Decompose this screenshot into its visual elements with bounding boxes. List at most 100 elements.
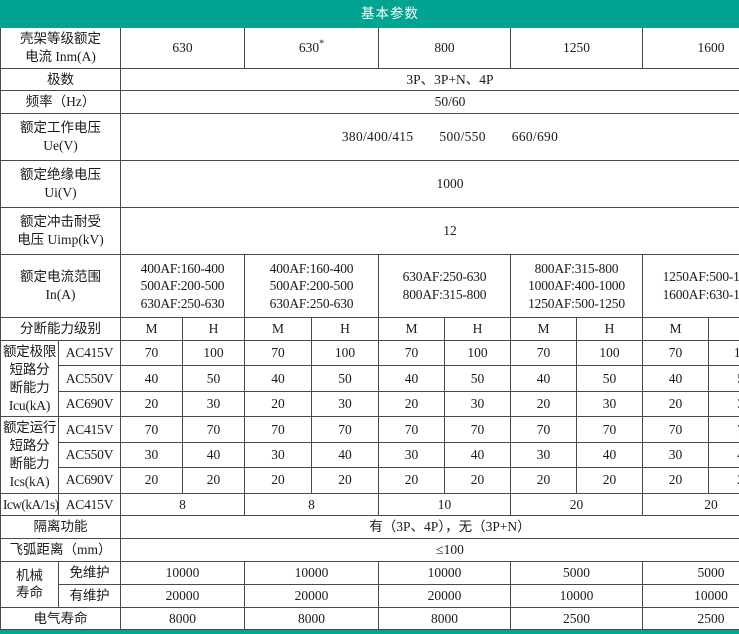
mechanical-life-maintained-c1: 20000 bbox=[121, 584, 245, 607]
current-range-c1-l1: 400AF:160-400 bbox=[123, 260, 242, 278]
mechanical-life-sub-free: 免维护 bbox=[59, 562, 121, 585]
mechanical-life-maintained-c3: 20000 bbox=[379, 584, 511, 607]
ics-label-line3: 断能力 bbox=[3, 455, 56, 473]
frequency-row: 频率（Hz） 50/60 bbox=[1, 91, 739, 114]
frame-rating-value-1600: 1600 bbox=[643, 28, 739, 69]
impulse-voltage-label-line2: 电压 Uimp(kV) bbox=[3, 231, 118, 249]
ics-ac690v-c5-m: 20 bbox=[643, 468, 709, 493]
frequency-value: 50/60 bbox=[121, 91, 739, 114]
frame-rating-row: 壳架等级额定 电流 Inm(A) 630 630* 800 1250 1600 bbox=[1, 28, 739, 69]
current-range-c2-l1: 400AF:160-400 bbox=[247, 260, 376, 278]
icu-ac690v-c2-h: 30 bbox=[312, 391, 379, 416]
icu-ac690v-c5-m: 20 bbox=[643, 391, 709, 416]
mechanical-life-label: 机械 寿命 bbox=[1, 562, 59, 608]
ics-label-line2: 短路分 bbox=[3, 437, 56, 455]
icu-ac550v-c5-m: 40 bbox=[643, 366, 709, 391]
icu-ac550v-c5-h: 50 bbox=[709, 366, 739, 391]
ics-ac415v-c3-h: 70 bbox=[445, 417, 511, 442]
icu-ac550v-c3-h: 50 bbox=[445, 366, 511, 391]
icu-sub-ac550v: AC550V bbox=[59, 366, 121, 391]
frame-rating-label-line2: 电流 Inm(A) bbox=[3, 48, 118, 66]
current-range-label-line2: In(A) bbox=[3, 286, 118, 304]
breaking-class-row: 分断能力级别 M H M H M H M H M H bbox=[1, 318, 739, 341]
icu-ac550v-c1-m: 40 bbox=[121, 366, 183, 391]
current-range-c4-l2: 1000AF:400-1000 bbox=[513, 277, 640, 295]
mechanical-life-maintained-c5: 10000 bbox=[643, 584, 739, 607]
ics-sub-ac415v: AC415V bbox=[59, 417, 121, 442]
icu-ac690v-c4-h: 30 bbox=[577, 391, 643, 416]
current-range-c1-l3: 630AF:250-630 bbox=[123, 295, 242, 313]
current-range-c5-l1: 1250AF:500-1250 bbox=[645, 268, 739, 286]
icu-ac690v-c4-m: 20 bbox=[511, 391, 577, 416]
current-range-c3-l2: 800AF:315-800 bbox=[381, 286, 508, 304]
icw-sub-ac415v: AC415V bbox=[59, 493, 121, 516]
isolation-row: 隔离功能 有（3P、4P），无（3P+N） bbox=[1, 516, 739, 539]
breaking-class-c3-m: M bbox=[379, 318, 445, 341]
ics-ac550v-c4-h: 40 bbox=[577, 442, 643, 467]
ics-ac415v-c1-h: 70 bbox=[183, 417, 245, 442]
icw-label: Icw(kA/1s) bbox=[1, 493, 59, 516]
isolation-value: 有（3P、4P），无（3P+N） bbox=[121, 516, 739, 539]
current-range-c3-l1: 630AF:250-630 bbox=[381, 268, 508, 286]
working-voltage-value-1: 380/400/415 bbox=[342, 129, 414, 144]
icu-ac415v-c5-m: 70 bbox=[643, 341, 709, 366]
icu-sub-ac415v: AC415V bbox=[59, 341, 121, 366]
ics-ac690v-c4-h: 20 bbox=[577, 468, 643, 493]
impulse-voltage-label: 额定冲击耐受 电压 Uimp(kV) bbox=[1, 208, 121, 255]
breaking-class-c1-m: M bbox=[121, 318, 183, 341]
icu-ac550v-c3-m: 40 bbox=[379, 366, 445, 391]
mechanical-life-maintained-c2: 20000 bbox=[245, 584, 379, 607]
icw-value-c5: 20 bbox=[643, 493, 739, 516]
working-voltage-value-3: 660/690 bbox=[512, 129, 558, 144]
mechanical-life-maintained-c4: 10000 bbox=[511, 584, 643, 607]
icu-ac690v-c3-m: 20 bbox=[379, 391, 445, 416]
ics-ac690v-c1-m: 20 bbox=[121, 468, 183, 493]
frame-rating-value-630s-text: 630 bbox=[299, 40, 319, 55]
frame-rating-label: 壳架等级额定 电流 Inm(A) bbox=[1, 28, 121, 69]
current-range-col-3: 630AF:250-630 800AF:315-800 bbox=[379, 255, 511, 318]
current-range-row: 额定电流范围 In(A) 400AF:160-400 500AF:200-500… bbox=[1, 255, 739, 318]
breaking-class-c2-h: H bbox=[312, 318, 379, 341]
icu-ac550v-c2-m: 40 bbox=[245, 366, 312, 391]
poles-label: 极数 bbox=[1, 68, 121, 91]
ics-ac415v-c5-m: 70 bbox=[643, 417, 709, 442]
working-voltage-label: 额定工作电压 Ue(V) bbox=[1, 114, 121, 161]
insulation-voltage-label-line2: Ui(V) bbox=[3, 184, 118, 202]
current-range-c5-l2: 1600AF:630-1600 bbox=[645, 286, 739, 304]
working-voltage-label-line1: 额定工作电压 bbox=[3, 119, 118, 137]
ics-ac690v-c3-h: 20 bbox=[445, 468, 511, 493]
insulation-voltage-label-line1: 额定绝缘电压 bbox=[3, 166, 118, 184]
icu-row-ac550v: AC550V 40 50 40 50 40 50 40 50 40 50 bbox=[1, 366, 739, 391]
mechanical-life-free-c2: 10000 bbox=[245, 562, 379, 585]
mechanical-life-free-row: 机械 寿命 免维护 10000 10000 10000 5000 5000 bbox=[1, 562, 739, 585]
ics-ac550v-c5-m: 30 bbox=[643, 442, 709, 467]
mechanical-life-maintained-row: 有维护 20000 20000 20000 10000 10000 bbox=[1, 584, 739, 607]
mechanical-life-label-line2: 寿命 bbox=[3, 584, 56, 602]
ics-row-ac690v: AC690V 20 20 20 20 20 20 20 20 20 20 bbox=[1, 468, 739, 493]
ics-label-line4: Ics(kA) bbox=[3, 473, 56, 491]
ics-sub-ac550v: AC550V bbox=[59, 442, 121, 467]
icu-label-line1: 额定极限 bbox=[3, 343, 56, 361]
insulation-voltage-value: 1000 bbox=[121, 161, 739, 208]
poles-value: 3P、3P+N、4P bbox=[121, 68, 739, 91]
arc-distance-row: 飞弧距离（mm） ≤100 bbox=[1, 539, 739, 562]
ics-ac550v-c3-m: 30 bbox=[379, 442, 445, 467]
insulation-voltage-label: 额定绝缘电压 Ui(V) bbox=[1, 161, 121, 208]
current-range-col-4: 800AF:315-800 1000AF:400-1000 1250AF:500… bbox=[511, 255, 643, 318]
current-range-c2-l3: 630AF:250-630 bbox=[247, 295, 376, 313]
breaking-class-c5-h: H bbox=[709, 318, 739, 341]
ics-sub-ac690v: AC690V bbox=[59, 468, 121, 493]
icu-label-line2: 短路分 bbox=[3, 361, 56, 379]
frame-rating-value-630: 630 bbox=[121, 28, 245, 69]
icw-value-c4: 20 bbox=[511, 493, 643, 516]
icu-ac415v-c2-h: 100 bbox=[312, 341, 379, 366]
poles-row: 极数 3P、3P+N、4P bbox=[1, 68, 739, 91]
current-range-c1-l2: 500AF:200-500 bbox=[123, 277, 242, 295]
ics-row-ac415v: 额定运行 短路分 断能力 Ics(kA) AC415V 70 70 70 70 … bbox=[1, 417, 739, 442]
impulse-voltage-value: 12 bbox=[121, 208, 739, 255]
icu-ac550v-c2-h: 50 bbox=[312, 366, 379, 391]
ics-ac550v-c1-m: 30 bbox=[121, 442, 183, 467]
mechanical-life-sub-maintained: 有维护 bbox=[59, 584, 121, 607]
